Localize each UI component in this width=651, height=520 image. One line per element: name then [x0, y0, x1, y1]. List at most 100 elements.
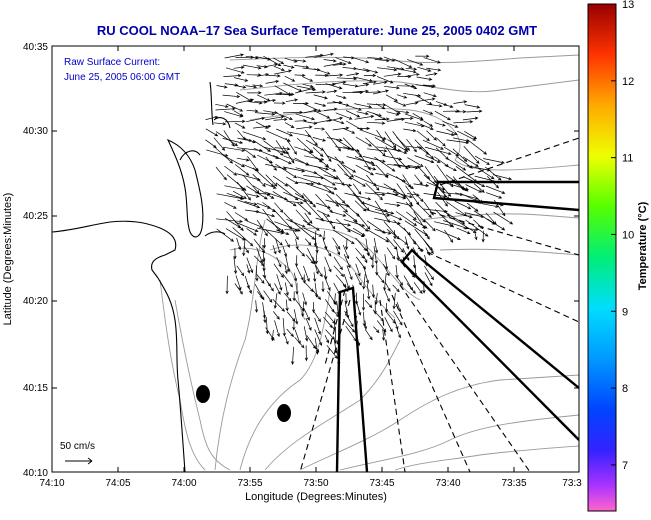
map-area [52, 46, 579, 472]
current-vector [396, 246, 400, 262]
current-vector [426, 181, 446, 191]
current-vector [285, 137, 297, 155]
current-vector [235, 98, 255, 104]
current-vector [236, 173, 261, 181]
current-vector [342, 210, 358, 223]
current-vector [366, 121, 386, 125]
current-vector [256, 219, 268, 237]
current-vector [232, 190, 247, 199]
current-vector [302, 292, 307, 306]
current-vector [456, 227, 471, 235]
current-vector [242, 131, 267, 141]
current-vector [224, 53, 245, 59]
current-vector [447, 158, 467, 171]
current-vector [454, 200, 472, 210]
current-vector [304, 345, 309, 362]
current-vector [405, 72, 420, 77]
current-vector [396, 329, 401, 339]
current-vector [352, 89, 370, 93]
current-vector [236, 157, 250, 162]
current-vector [361, 293, 366, 311]
current-vector [222, 138, 244, 145]
current-vector [236, 91, 253, 102]
current-vector [412, 112, 424, 120]
current-vector [385, 212, 403, 221]
current-vector [424, 219, 436, 232]
current-vector [336, 77, 358, 81]
x-tick-label: 74:10 [39, 478, 64, 489]
current-vector [215, 103, 229, 108]
current-vector [274, 320, 280, 338]
current-vector [243, 245, 250, 254]
current-vector [246, 109, 259, 113]
current-vector [414, 174, 423, 186]
x-tick-label: 73:35 [501, 478, 526, 489]
current-vector [396, 201, 414, 207]
current-vector [324, 335, 329, 344]
current-vector [355, 247, 365, 259]
current-vector [216, 228, 235, 242]
current-vector [425, 247, 431, 256]
current-vector [242, 64, 262, 70]
current-vector [333, 293, 337, 305]
current-vector [234, 164, 250, 176]
current-vector [247, 91, 262, 95]
current-vector [302, 103, 322, 112]
current-vector [305, 317, 312, 331]
current-vector [333, 265, 345, 277]
current-vector [326, 116, 344, 122]
current-vector [270, 329, 275, 342]
current-vector [234, 122, 246, 129]
current-vector [332, 211, 347, 217]
current-vector [367, 56, 384, 61]
current-vector [396, 136, 411, 151]
current-vector [334, 200, 349, 213]
current-vector [312, 289, 322, 301]
current-vector [344, 293, 348, 305]
current-vector [323, 185, 335, 195]
current-vector [342, 319, 356, 333]
current-vector [346, 156, 375, 165]
current-vector [313, 182, 338, 190]
current-vector [263, 310, 267, 324]
current-vector [363, 165, 377, 171]
current-vector [343, 219, 366, 227]
current-vector [333, 256, 343, 271]
current-vector [383, 273, 387, 291]
current-vector [222, 154, 246, 168]
radar-boundaries [335, 180, 579, 472]
current-vector [466, 109, 483, 113]
current-vector [374, 184, 397, 192]
current-vector [376, 130, 385, 143]
current-vector [483, 158, 505, 164]
current-vector [293, 59, 307, 63]
current-vector [362, 156, 386, 163]
current-vector [303, 281, 314, 293]
coastline [52, 81, 231, 472]
current-vector [453, 100, 468, 104]
current-vector [343, 254, 351, 269]
current-vector [367, 148, 388, 153]
current-vector [396, 94, 408, 99]
current-vector [252, 173, 266, 188]
current-vector [386, 111, 400, 116]
y-tick-label: 40:20 [23, 296, 48, 307]
current-vector [282, 145, 295, 164]
current-vector [467, 139, 488, 155]
current-vector [474, 201, 499, 208]
current-vector [303, 265, 310, 282]
current-vector [303, 108, 318, 114]
current-vector [237, 199, 261, 209]
current-vector [354, 156, 376, 167]
current-vector [246, 116, 266, 123]
x-axis-label: Longitude (Degrees:Minutes) [245, 491, 387, 503]
current-vector [412, 219, 428, 229]
current-vector [484, 166, 502, 181]
current-vector [206, 149, 229, 157]
current-vector [266, 218, 285, 233]
current-vector [424, 272, 433, 287]
current-vector [314, 68, 331, 75]
current-vector [323, 174, 338, 180]
current-vector [374, 156, 396, 172]
